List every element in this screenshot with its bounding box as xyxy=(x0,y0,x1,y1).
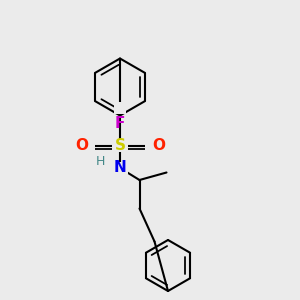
FancyBboxPatch shape xyxy=(79,139,95,152)
FancyBboxPatch shape xyxy=(145,139,161,152)
FancyBboxPatch shape xyxy=(112,139,128,152)
Text: O: O xyxy=(152,138,165,153)
Text: S: S xyxy=(115,138,125,153)
Text: N: N xyxy=(114,160,126,175)
FancyBboxPatch shape xyxy=(112,162,128,174)
Text: F: F xyxy=(115,116,125,130)
Text: H: H xyxy=(96,155,105,168)
FancyBboxPatch shape xyxy=(114,102,126,114)
Text: O: O xyxy=(75,138,88,153)
